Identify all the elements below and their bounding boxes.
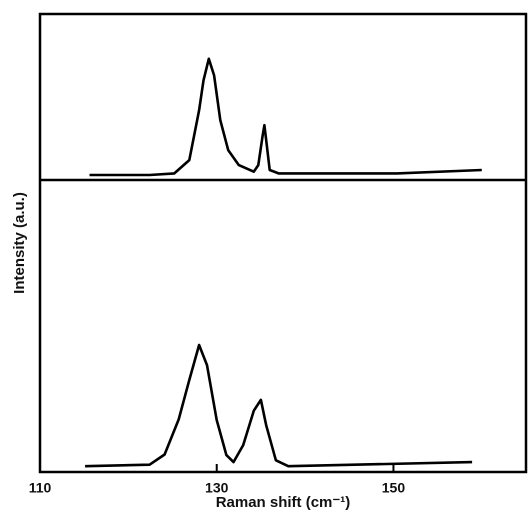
x-tick-label: 130 bbox=[205, 480, 229, 496]
x-tick-label: 110 bbox=[29, 480, 52, 496]
spectrum-line bbox=[89, 57, 482, 177]
x-axis-label: Raman shift (cm⁻¹) bbox=[216, 494, 351, 511]
y-axis-label: Intensity (a.u.) bbox=[11, 192, 28, 294]
plot-frame bbox=[38, 12, 528, 474]
spectrum-line bbox=[85, 343, 473, 468]
x-tick-label: 150 bbox=[382, 480, 406, 496]
